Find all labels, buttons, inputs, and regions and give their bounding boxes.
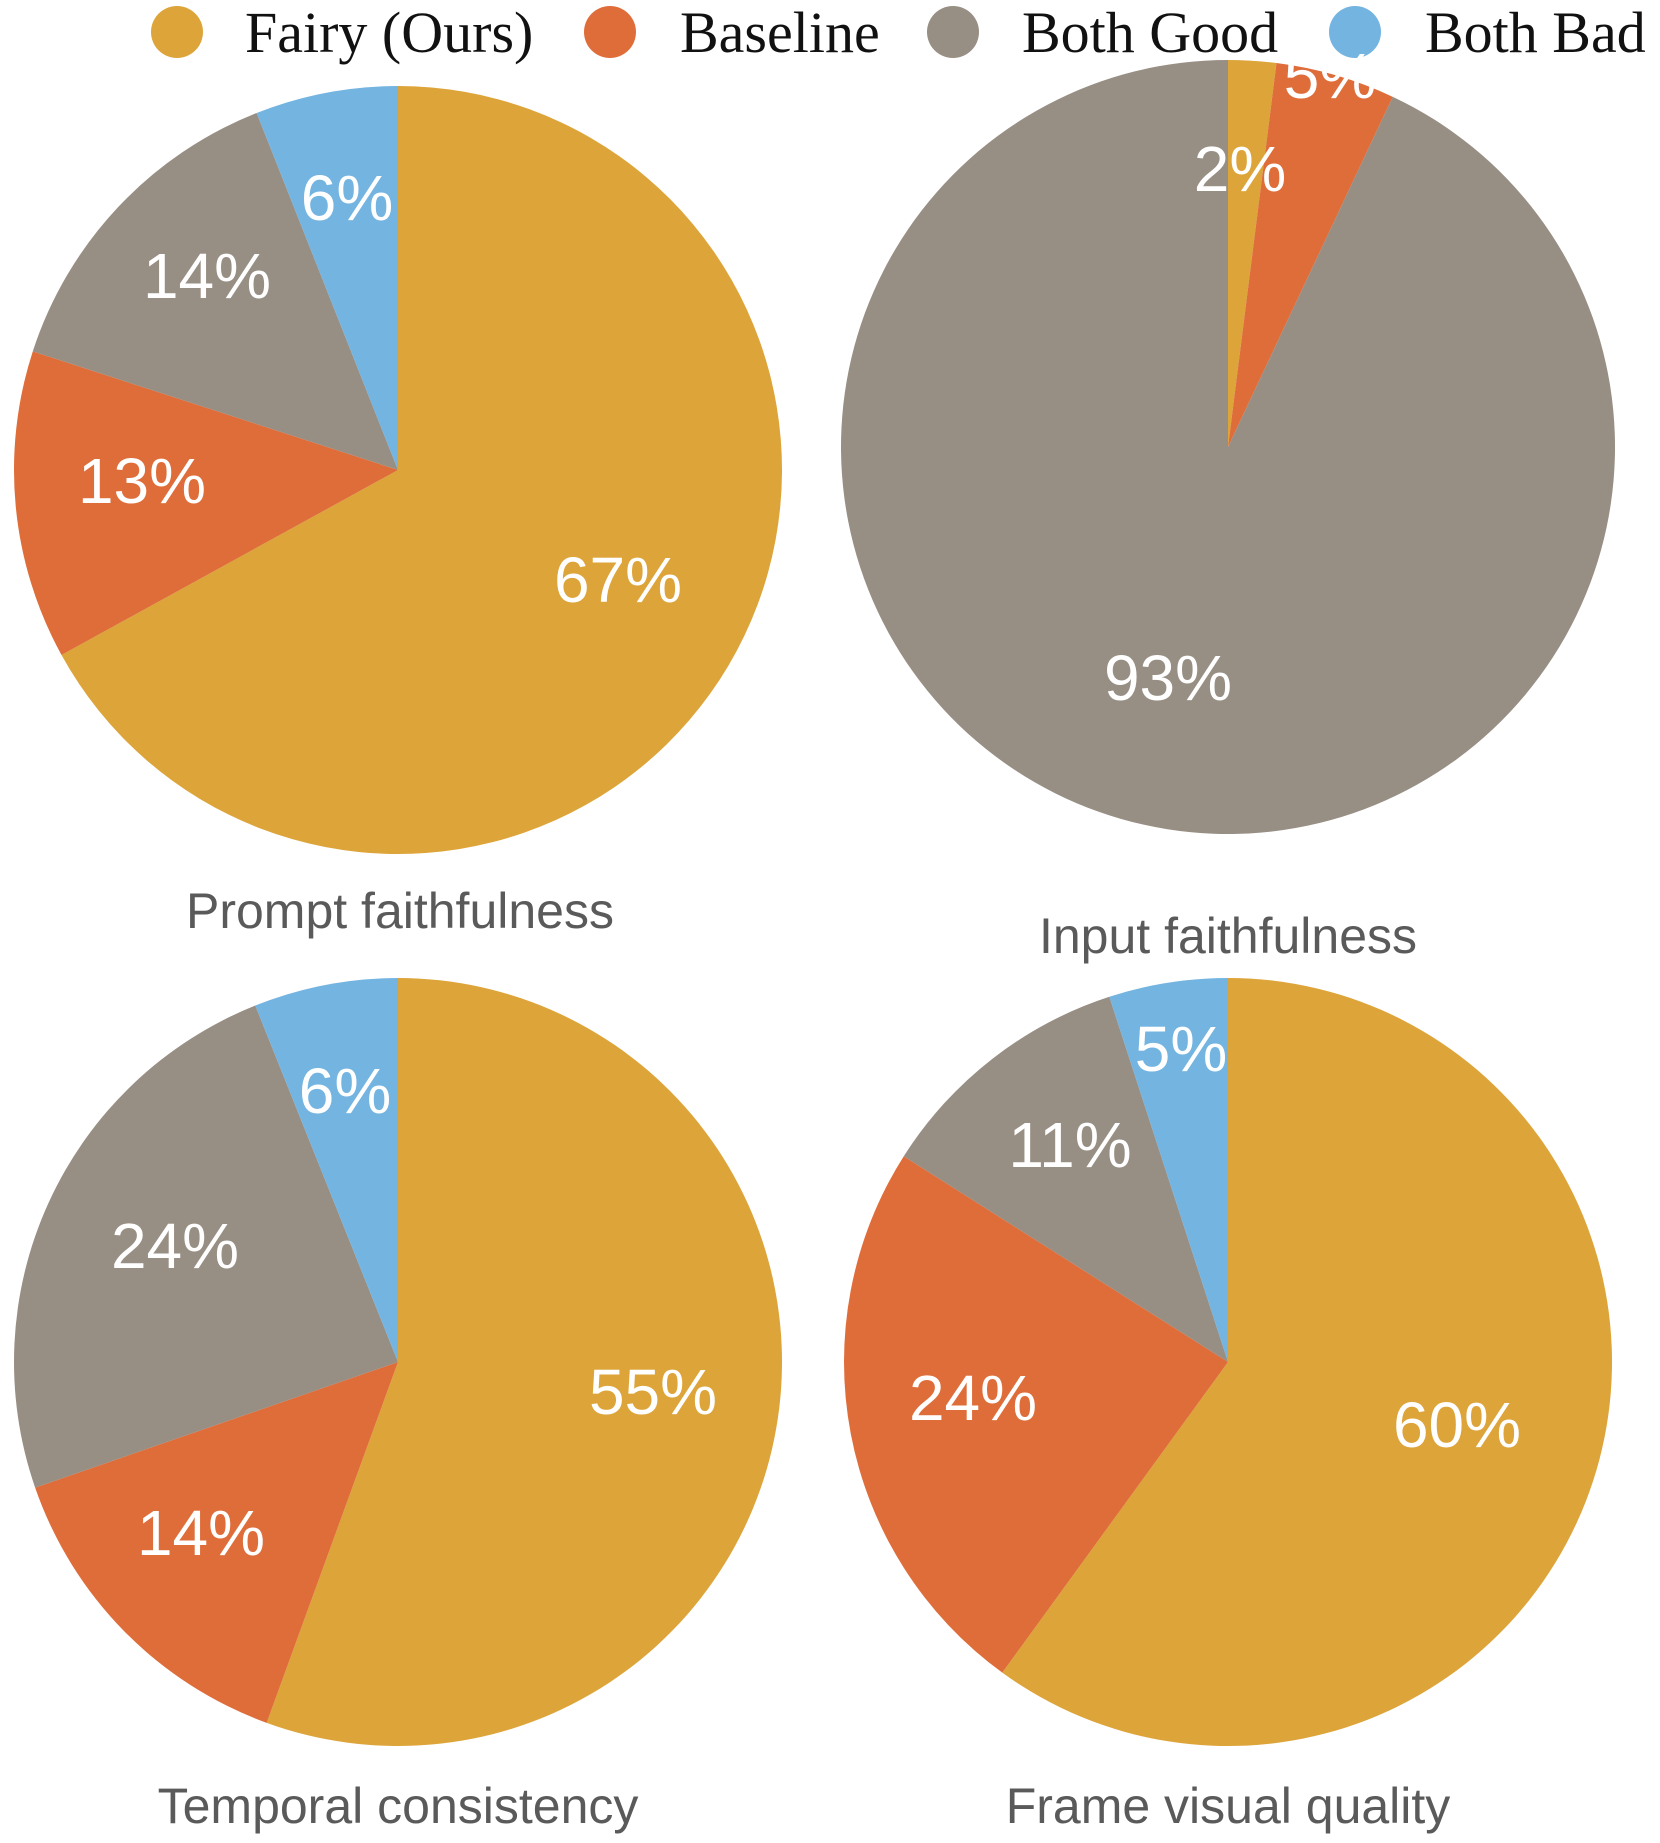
- legend-label-fairy: Fairy (Ours): [245, 0, 533, 65]
- pie-data-label-both-bad: 5%: [1135, 1013, 1228, 1085]
- pie-data-label-both-good: 11%: [1008, 1109, 1131, 1181]
- legend-swatch-both-bad: [1329, 6, 1381, 58]
- pie-slice-baseline: [1228, 63, 1393, 448]
- pie-slice-both-good: [32, 112, 398, 470]
- pie-data-label-both-good: 14%: [143, 240, 271, 312]
- chart-title-input-faithfulness: Input faithfulness: [1039, 908, 1417, 964]
- legend: Fairy (Ours) Baseline Both Good Both Bad: [151, 0, 1646, 65]
- chart-title-frame-visual-quality: Frame visual quality: [1006, 1778, 1451, 1834]
- legend-label-both-bad: Both Bad: [1425, 0, 1646, 65]
- pie-data-label-fairy: 60%: [1393, 1389, 1521, 1461]
- pie-slice-both-good: [14, 1005, 398, 1488]
- pie-data-label-fairy: 55%: [589, 1356, 717, 1428]
- pie-data-label-fairy: 2%: [1194, 133, 1287, 205]
- pie-data-label-baseline: 13%: [78, 445, 206, 517]
- pie-data-label-baseline: 5%: [1284, 40, 1377, 112]
- pie-data-label-both-bad: 6%: [301, 162, 394, 234]
- pie-data-label-both-bad: 6%: [299, 1055, 392, 1127]
- pie-slice-baseline: [844, 1156, 1228, 1673]
- pie-temporal-consistency: 55% 14% 24% 6% Temporal consistency: [14, 978, 783, 1834]
- pie-slice-fairy: [61, 86, 783, 854]
- legend-item-baseline: Baseline: [584, 0, 880, 65]
- legend-label-baseline: Baseline: [680, 0, 880, 65]
- pie-slice-both-bad: [1109, 978, 1228, 1362]
- chart-title-temporal-consistency: Temporal consistency: [158, 1778, 639, 1834]
- pie-slice-baseline: [13, 351, 398, 655]
- pie-data-label-baseline: 24%: [909, 1362, 1037, 1434]
- legend-swatch-baseline: [584, 6, 636, 58]
- pie-slice-baseline: [35, 1362, 399, 1723]
- pie-slice-fairy: [266, 978, 783, 1746]
- pie-slice-both-good: [841, 60, 1616, 834]
- pie-prompt-faithfulness: 67% 13% 14% 6% Prompt faithfulness: [13, 86, 783, 939]
- pie-data-label-baseline: 14%: [137, 1497, 265, 1569]
- pie-input-faithfulness: 2% 5% 93% Input faithfulness: [841, 40, 1616, 964]
- pie-slice-both-bad: [256, 86, 398, 470]
- pie-data-label-both-good: 24%: [111, 1210, 239, 1282]
- legend-label-both-good: Both Good: [1022, 0, 1278, 65]
- pie-frame-visual-quality: 60% 24% 11%5% Frame visual quality: [844, 978, 1613, 1834]
- pie-slice-both-bad: [255, 978, 398, 1362]
- chart-title-prompt-faithfulness: Prompt faithfulness: [186, 883, 614, 939]
- legend-item-both-bad: Both Bad: [1329, 0, 1646, 65]
- pie-slice-both-good: [903, 996, 1228, 1362]
- legend-swatch-fairy: [151, 6, 203, 58]
- legend-item-fairy: Fairy (Ours): [151, 0, 533, 65]
- legend-item-both-good: Both Good: [927, 0, 1278, 65]
- pie-data-label-both-good: 93%: [1104, 642, 1232, 714]
- legend-swatch-both-good: [927, 6, 979, 58]
- pie-slice-fairy: [1228, 59, 1277, 447]
- pie-data-label-fairy: 67%: [554, 544, 682, 616]
- pie-slice-fairy: [1002, 978, 1613, 1746]
